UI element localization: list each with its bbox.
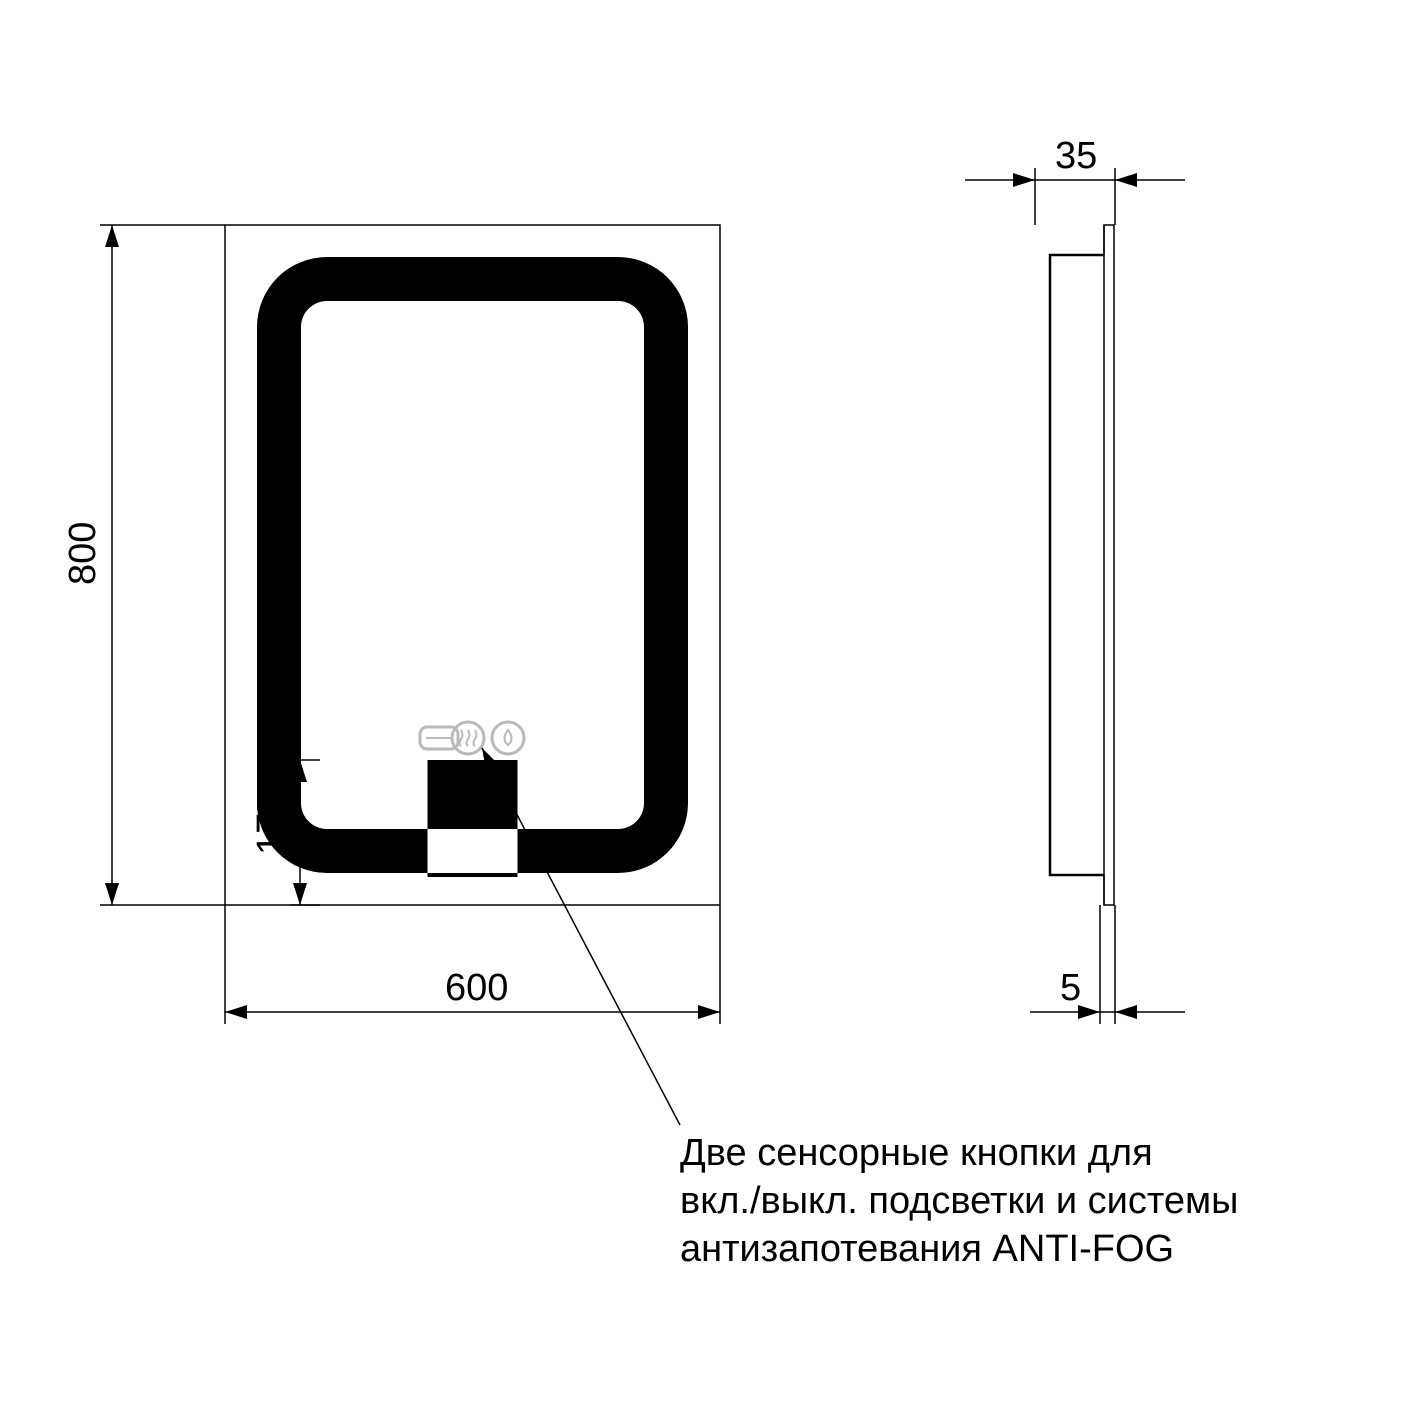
front-frame-band <box>257 257 688 877</box>
light-button-icon <box>492 722 524 754</box>
dim-label: 600 <box>445 967 508 1009</box>
side-body <box>1050 255 1104 875</box>
side-glass <box>1104 225 1114 905</box>
annotation-line: Две сенсорные кнопки для <box>680 1132 1153 1174</box>
annotation-line: антизапотевания ANTI-FOG <box>680 1228 1174 1270</box>
dim-label: 5 <box>1060 967 1081 1009</box>
annotation-line: вкл./выкл. подсветки и системы <box>680 1180 1238 1222</box>
dim-label: 35 <box>1055 135 1097 177</box>
dim-label: 175 <box>250 792 292 855</box>
side-view <box>1050 225 1114 905</box>
dim-label: 800 <box>62 522 104 585</box>
